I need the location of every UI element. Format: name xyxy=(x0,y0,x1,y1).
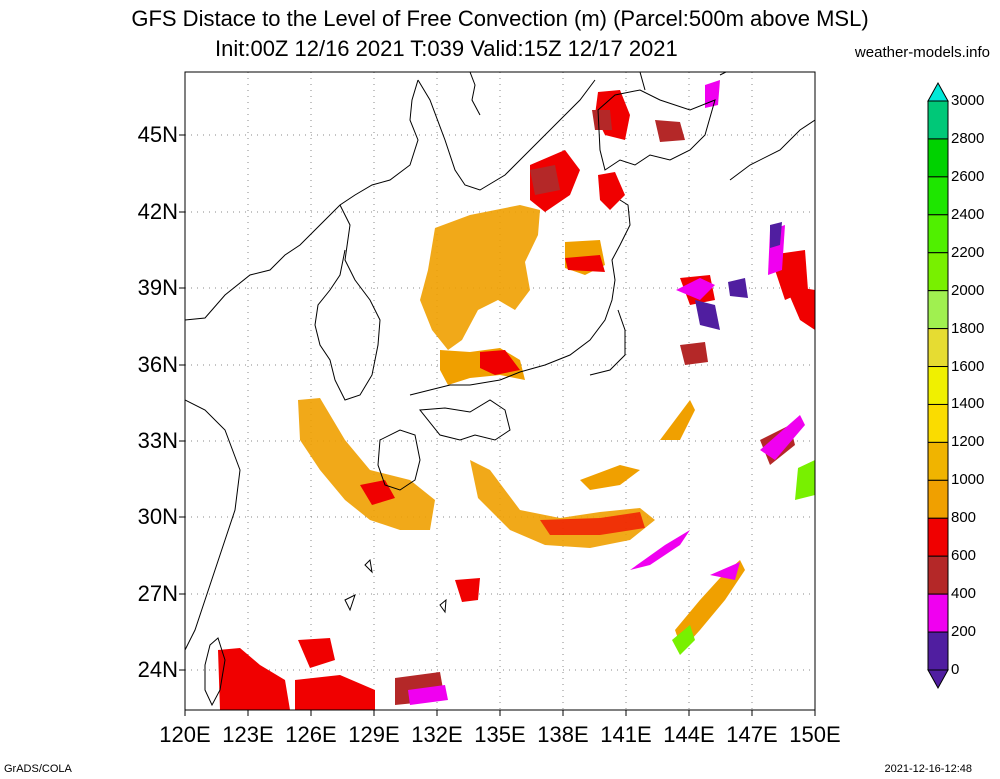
lat-label-27n: 27N xyxy=(137,581,178,606)
colorbar-label: 2200 xyxy=(951,243,985,261)
colorbar-label: 1600 xyxy=(951,357,985,375)
colorbar-label: 400 xyxy=(951,585,977,603)
colorbar-top-arrow xyxy=(927,81,949,102)
lon-label-144e: 144E xyxy=(663,722,715,747)
colorbar-label: 1800 xyxy=(951,319,985,337)
lon-label-120e: 120E xyxy=(159,722,211,747)
lat-label-45n: 45N xyxy=(137,122,178,147)
colorbar-segment xyxy=(927,214,949,254)
colorbar-segment xyxy=(927,593,949,633)
colorbar-label: 2800 xyxy=(951,129,985,147)
footer-software: GrADS/COLA xyxy=(4,763,72,775)
lat-label-30n: 30N xyxy=(137,504,178,529)
colorbar-segment xyxy=(927,631,949,671)
colorbar-segment xyxy=(927,479,949,519)
lon-label-129e: 129E xyxy=(348,722,400,747)
lat-label-33n: 33N xyxy=(137,428,178,453)
gridlines xyxy=(185,72,815,710)
footer-timestamp: 2021-12-16-12:48 xyxy=(884,763,972,775)
site-credit: weather-models.info xyxy=(854,44,990,61)
colorbar-segment xyxy=(927,290,949,330)
lat-label-24n: 24N xyxy=(137,657,178,682)
lon-label-123e: 123E xyxy=(222,722,274,747)
colorbar-label: 0 xyxy=(951,661,960,678)
chart-title: GFS Distace to the Level of Free Convect… xyxy=(131,6,869,31)
colorbar-segment xyxy=(927,252,949,292)
colorbar-segment xyxy=(927,441,949,481)
lon-label-147e: 147E xyxy=(726,722,778,747)
colorbar-segment xyxy=(927,138,949,178)
colorbar-label: 2600 xyxy=(951,167,985,185)
colorbar-label: 600 xyxy=(951,547,977,565)
lon-label-132e: 132E xyxy=(411,722,463,747)
colorbar xyxy=(927,81,949,690)
colorbar-label: 2400 xyxy=(951,205,985,223)
colorbar-label: 800 xyxy=(951,509,977,527)
lon-label-150e: 150E xyxy=(789,722,841,747)
colorbar-segment xyxy=(927,517,949,557)
colorbar-segment xyxy=(927,366,949,405)
coastlines xyxy=(185,72,815,707)
lfc-shading xyxy=(218,80,815,710)
chart-subtitle: Init:00Z 12/16 2021 T:039 Valid:15Z 12/1… xyxy=(215,36,678,61)
colorbar-segment xyxy=(927,328,949,368)
colorbar-label: 1000 xyxy=(951,471,985,489)
colorbar-segment xyxy=(927,100,949,140)
lon-label-126e: 126E xyxy=(285,722,337,747)
lat-label-36n: 36N xyxy=(137,352,178,377)
lon-label-138e: 138E xyxy=(537,722,589,747)
colorbar-label: 200 xyxy=(951,623,977,641)
lon-label-141e: 141E xyxy=(600,722,652,747)
lat-label-39n: 39N xyxy=(137,275,178,300)
colorbar-label: 3000 xyxy=(951,92,985,109)
lat-label-42n: 42N xyxy=(137,199,178,224)
colorbar-segment xyxy=(927,176,949,216)
colorbar-segment xyxy=(927,403,949,443)
axis-ticks xyxy=(179,134,816,716)
colorbar-label: 1200 xyxy=(951,433,985,451)
colorbar-bottom-arrow xyxy=(927,669,949,690)
colorbar-label: 1400 xyxy=(951,395,985,413)
lon-label-135e: 135E xyxy=(474,722,526,747)
colorbar-segment xyxy=(927,555,949,595)
colorbar-label: 2000 xyxy=(951,281,985,299)
